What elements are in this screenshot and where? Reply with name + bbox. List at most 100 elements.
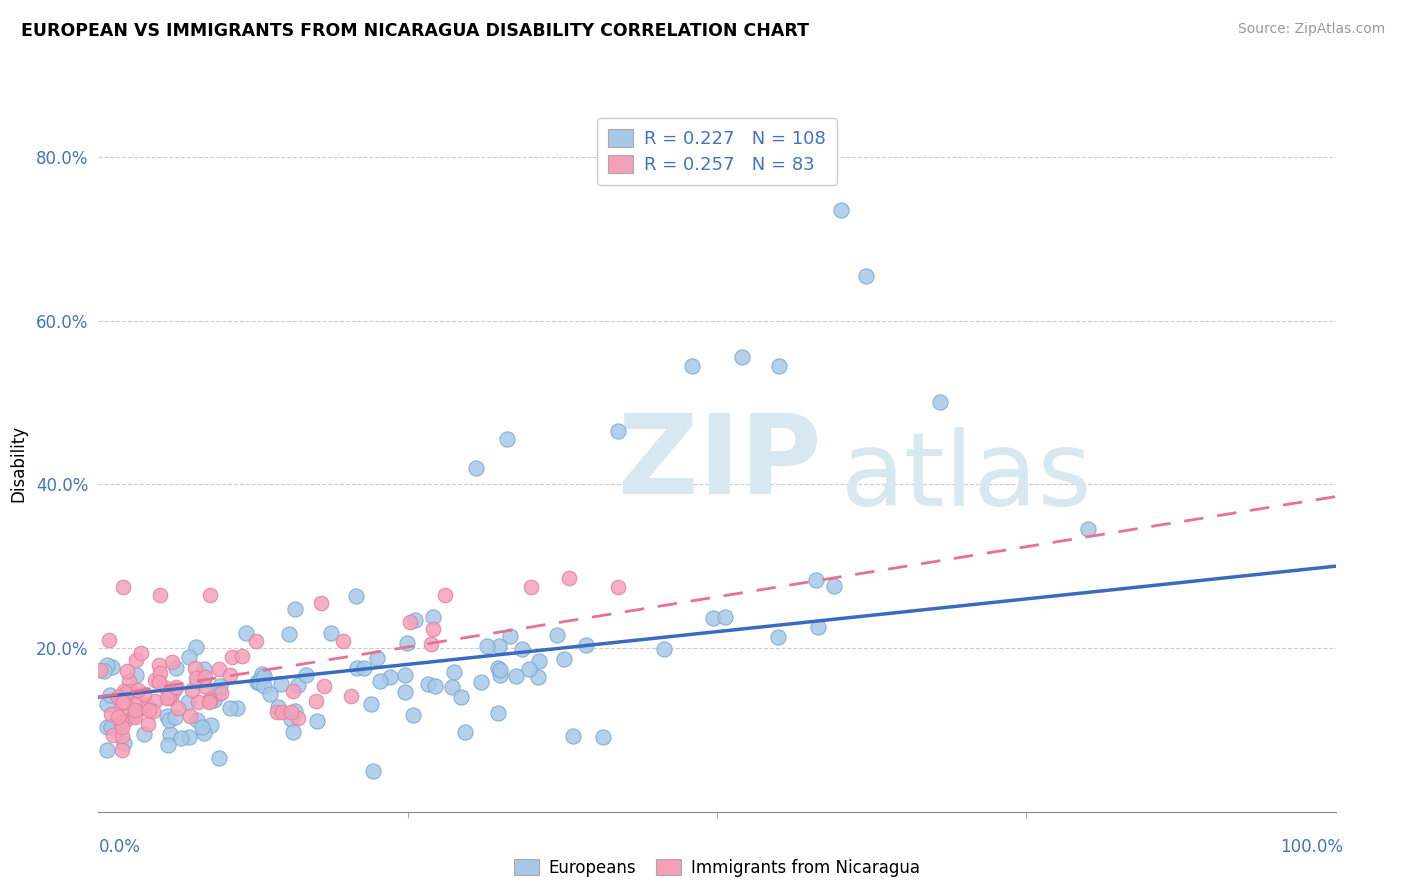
Point: [855, 268, 877, 283]
Point: [142, 704, 165, 718]
Point: [245, 634, 267, 648]
Point: [125, 653, 148, 667]
Point: [441, 680, 464, 694]
Point: [125, 667, 148, 681]
Point: [305, 694, 328, 708]
Point: [280, 712, 302, 726]
Point: [714, 610, 737, 624]
Point: [101, 660, 124, 674]
Point: [207, 687, 229, 701]
Point: [454, 725, 477, 739]
Legend: Europeans, Immigrants from Nicaragua: Europeans, Immigrants from Nicaragua: [508, 852, 927, 883]
Point: [768, 359, 790, 373]
Point: [124, 708, 146, 723]
Point: [607, 424, 630, 438]
Point: [165, 680, 187, 694]
Point: [193, 725, 215, 739]
Point: [148, 658, 170, 673]
Point: [561, 729, 583, 743]
Point: [702, 611, 724, 625]
Point: [246, 675, 269, 690]
Point: [96, 697, 118, 711]
Point: [135, 698, 157, 713]
Point: [398, 615, 420, 630]
Point: [404, 613, 426, 627]
Point: [112, 736, 135, 750]
Point: [309, 596, 332, 610]
Point: [253, 679, 276, 693]
Point: [129, 646, 152, 660]
Point: [394, 684, 416, 698]
Point: [284, 704, 307, 718]
Point: [124, 710, 146, 724]
Point: [370, 674, 392, 689]
Text: ZIP: ZIP: [619, 410, 821, 517]
Point: [127, 683, 149, 698]
Text: 0.0%: 0.0%: [98, 838, 141, 856]
Point: [114, 714, 136, 728]
Point: [766, 630, 789, 644]
Point: [283, 724, 305, 739]
Point: [486, 706, 509, 721]
Point: [115, 709, 138, 723]
Point: [138, 703, 160, 717]
Text: Source: ZipAtlas.com: Source: ZipAtlas.com: [1237, 22, 1385, 37]
Point: [253, 669, 276, 683]
Point: [135, 700, 157, 714]
Point: [155, 681, 177, 695]
Point: [136, 716, 159, 731]
Point: [177, 695, 200, 709]
Point: [134, 687, 156, 701]
Point: [107, 710, 129, 724]
Point: [1077, 522, 1099, 536]
Point: [159, 691, 181, 706]
Point: [380, 670, 402, 684]
Text: 100.0%: 100.0%: [1279, 838, 1343, 856]
Point: [96, 743, 118, 757]
Point: [193, 679, 215, 693]
Point: [198, 588, 221, 602]
Point: [219, 668, 242, 682]
Point: [270, 706, 292, 720]
Point: [510, 642, 533, 657]
Point: [287, 711, 309, 725]
Point: [111, 719, 134, 733]
Point: [177, 650, 200, 665]
Point: [110, 695, 132, 709]
Point: [353, 661, 375, 675]
Point: [422, 610, 444, 624]
Point: [450, 690, 472, 705]
Point: [114, 695, 136, 709]
Point: [433, 588, 456, 602]
Point: [100, 720, 122, 734]
Point: [247, 674, 270, 689]
Point: [652, 642, 675, 657]
Point: [132, 727, 155, 741]
Point: [557, 571, 579, 585]
Point: [505, 669, 527, 683]
Point: [124, 702, 146, 716]
Point: [149, 666, 172, 681]
Point: [396, 636, 419, 650]
Point: [181, 683, 204, 698]
Point: [517, 662, 540, 676]
Point: [157, 738, 180, 752]
Point: [198, 695, 221, 709]
Point: [366, 650, 388, 665]
Point: [157, 690, 180, 705]
Point: [100, 688, 122, 702]
Point: [148, 675, 170, 690]
Point: [100, 706, 122, 721]
Point: [423, 679, 446, 693]
Point: [115, 686, 138, 700]
Point: [209, 686, 232, 700]
Point: [134, 699, 156, 714]
Point: [499, 629, 522, 643]
Point: [167, 701, 190, 715]
Point: [731, 351, 754, 365]
Point: [287, 678, 309, 692]
Point: [124, 693, 146, 707]
Point: [281, 684, 304, 698]
Point: [208, 679, 231, 693]
Point: [200, 718, 222, 732]
